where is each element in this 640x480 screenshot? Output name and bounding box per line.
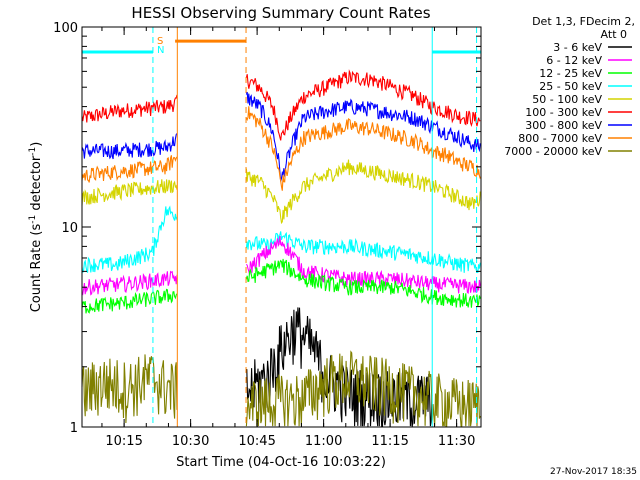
night-bars [82, 39, 481, 54]
legend-entry: 300 - 800 keV [525, 119, 632, 132]
series-line [81, 350, 481, 427]
series-line [81, 258, 481, 314]
series-line [81, 159, 481, 225]
x-tick-label: 11:15 [371, 434, 408, 449]
series-25-50-kev [81, 205, 481, 274]
series-lines [81, 69, 481, 427]
series-6-12-kev [81, 236, 481, 296]
legend-entry-label: 6 - 12 keV [546, 54, 602, 67]
legend-entry: 800 - 7000 keV [518, 132, 632, 145]
legend-entry-label: 12 - 25 keV [539, 67, 602, 80]
flag-marker-n: N [157, 45, 164, 56]
legend-entry: 3 - 6 keV [553, 41, 632, 54]
series-line [81, 236, 481, 296]
legend-entry-label: 50 - 100 keV [532, 93, 602, 106]
series-7000-20000-kev [81, 350, 481, 427]
x-tick-label: 10:45 [238, 434, 275, 449]
series-12-25-kev [81, 258, 481, 314]
legend-entry: 6 - 12 keV [546, 54, 632, 67]
legend-entry-label: 300 - 800 keV [525, 119, 602, 132]
x-axis: 10:15 10:30 10:45 11:00 11:15 11:30 [101, 27, 475, 449]
plot-frame [81, 26, 482, 428]
y-tick-label: 10 [61, 221, 78, 236]
legend-entry: 50 - 100 keV [532, 93, 632, 106]
legend-entry: 100 - 300 keV [525, 106, 632, 119]
y-tick-label: 100 [53, 21, 78, 36]
y-axis: 1 10 100 [53, 21, 481, 436]
x-tick-label: 11:00 [305, 434, 342, 449]
series-line [81, 69, 481, 141]
chart-title: HESSI Observing Summary Count Rates [131, 4, 430, 22]
x-axis-label: Start Time (04-Oct-16 10:03:22) [176, 455, 386, 470]
legend-entry-label: 3 - 6 keV [553, 41, 602, 54]
series-line [81, 205, 481, 274]
y-axis-label: Count Rate (s-1 detector-1) [28, 142, 44, 313]
series-100-300-kev [81, 69, 481, 141]
legend-entry-label: 25 - 50 keV [539, 80, 602, 93]
legend-entry: 25 - 50 keV [539, 80, 632, 93]
legend-header-line1: Det 1,3, FDecim 2, [532, 15, 635, 28]
series-line [81, 106, 481, 191]
legend-entry: 12 - 25 keV [539, 67, 632, 80]
flag-marker-s: S [157, 36, 163, 47]
legend-entry-label: 100 - 300 keV [525, 106, 602, 119]
date-stamp: 27-Nov-2017 18:35 [550, 467, 637, 477]
legend-entry-label: 7000 - 20000 keV [504, 145, 602, 158]
series-50-100-kev [81, 159, 481, 225]
legend-header-line2: Att 0 [601, 28, 627, 41]
legend-entry-label: 800 - 7000 keV [518, 132, 602, 145]
legend-entry: 7000 - 20000 keV [504, 145, 632, 158]
series-800-7000-kev [81, 106, 481, 191]
x-tick-label: 10:30 [172, 434, 209, 449]
y-tick-label: 1 [70, 421, 78, 436]
x-tick-label: 10:15 [105, 434, 142, 449]
x-tick-label: 11:30 [438, 434, 475, 449]
